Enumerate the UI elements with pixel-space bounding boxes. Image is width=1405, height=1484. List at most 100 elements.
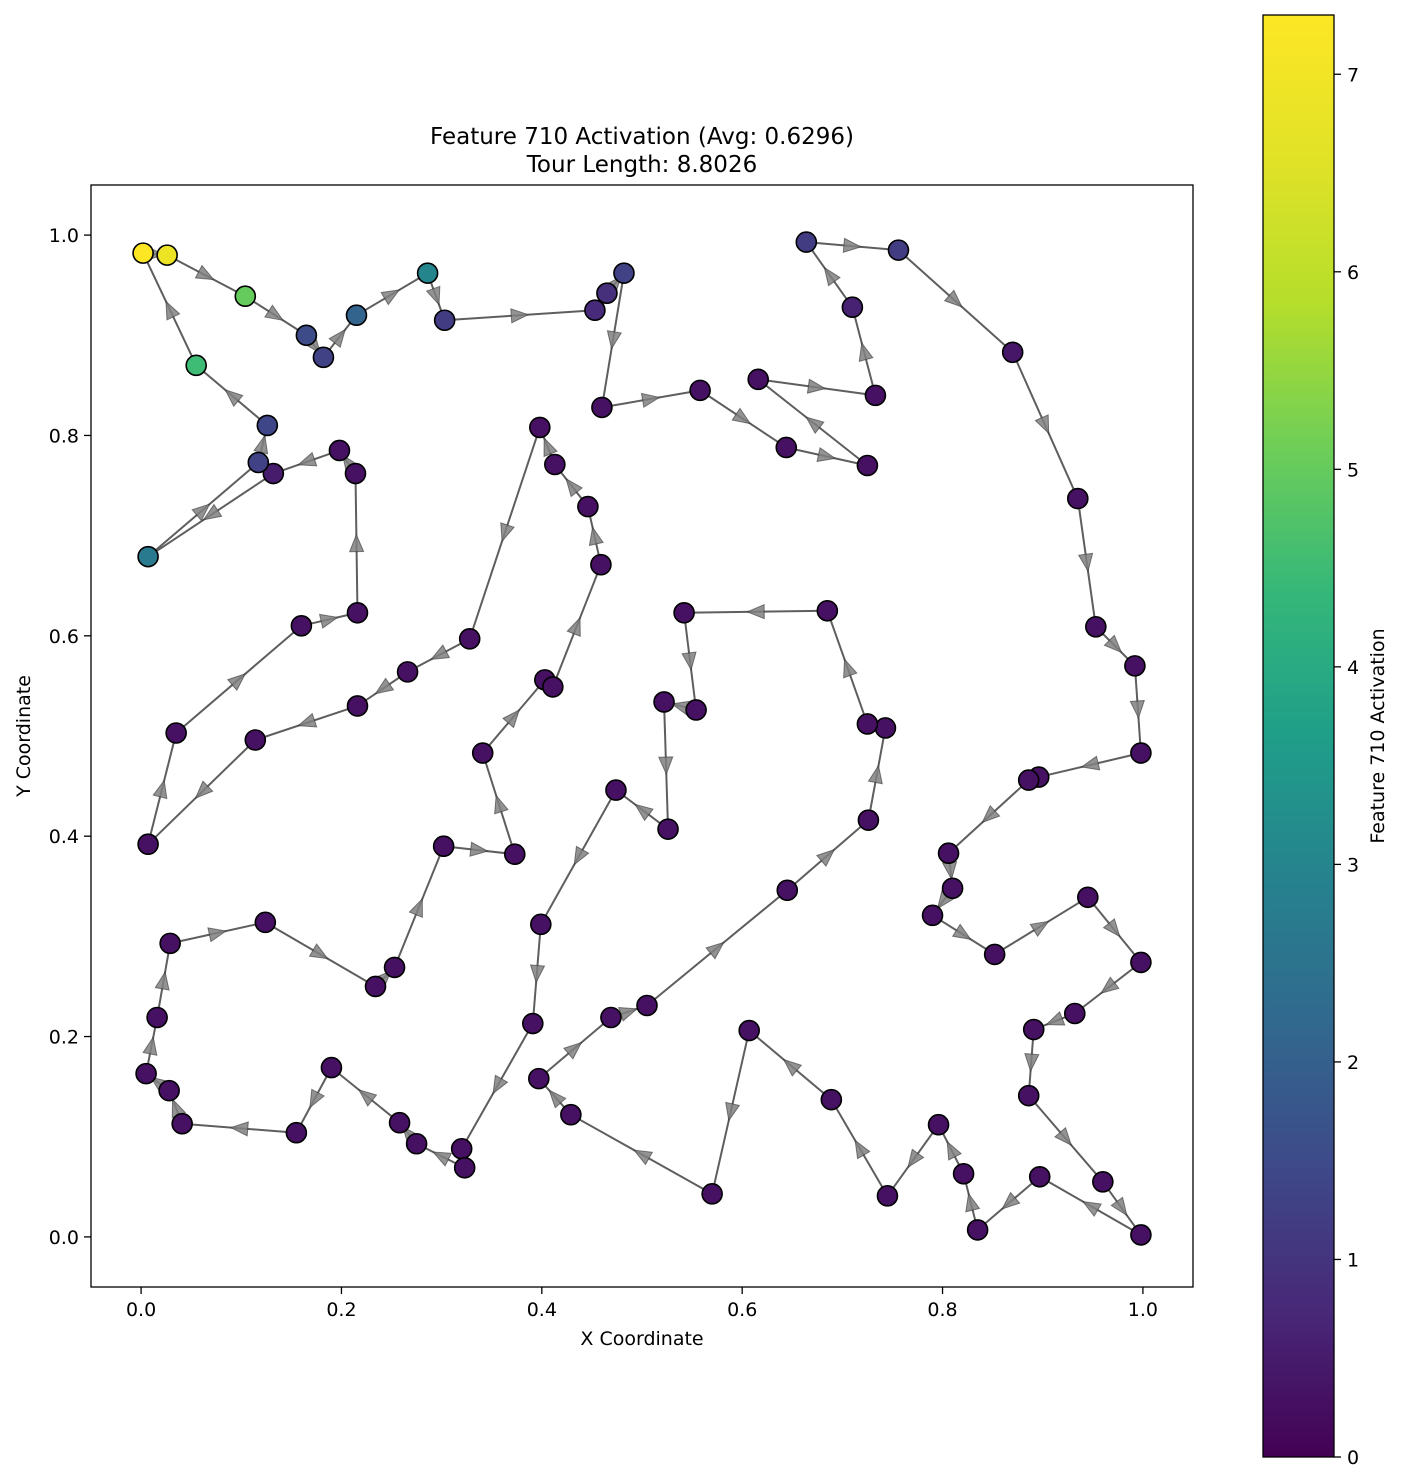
tour-node xyxy=(1017,769,1040,791)
tour-points xyxy=(132,231,1152,1246)
x-tick-label: 1.0 xyxy=(1128,1299,1158,1321)
plot-frame xyxy=(90,184,1194,1288)
tour-node xyxy=(1130,951,1152,974)
tour-node xyxy=(388,1111,411,1134)
tour-node xyxy=(657,818,679,840)
tour-node xyxy=(1092,1171,1114,1193)
tour-node xyxy=(530,913,552,936)
y-tick-label: 0.2 xyxy=(49,1027,79,1049)
tour-node xyxy=(396,661,419,683)
tour-edge-arrow xyxy=(494,794,509,815)
tour-node xyxy=(544,453,566,476)
tour-edge-arrow xyxy=(1102,917,1121,938)
tour-node xyxy=(383,956,406,979)
tour-node xyxy=(673,601,695,624)
tour-edge-arrow xyxy=(658,756,674,776)
tour-edge-arrow xyxy=(226,673,247,692)
tour-edge-arrow xyxy=(858,341,874,362)
tour-edge-arrow xyxy=(374,677,395,695)
tour-node xyxy=(137,833,159,855)
tour-node xyxy=(966,1219,989,1241)
tour-node xyxy=(983,943,1006,966)
tour-edge-arrow xyxy=(429,644,451,660)
colorbar-label: Feature 710 Activation xyxy=(1367,628,1389,843)
x-tick-label: 0.4 xyxy=(527,1299,557,1321)
tour-edge-arrow xyxy=(606,330,623,350)
tour-node xyxy=(244,729,267,751)
tour-edge-arrow xyxy=(867,764,883,785)
tour-node xyxy=(1130,742,1152,764)
tour-node xyxy=(137,545,159,568)
tour-edge-arrow xyxy=(1110,1196,1128,1217)
tour-node xyxy=(921,904,944,927)
tour-node xyxy=(450,1137,473,1160)
tour-node xyxy=(876,1185,899,1207)
tour-edge-arrow xyxy=(191,503,211,522)
tour-node xyxy=(312,346,335,369)
tour-node xyxy=(1077,886,1099,909)
tour-edge-arrow xyxy=(705,941,725,960)
tour-edge-arrow xyxy=(946,1140,963,1161)
tour-edge-arrow xyxy=(588,526,604,547)
tour-node xyxy=(857,809,880,831)
tour-edge-arrow xyxy=(1001,1191,1021,1210)
y-tick-label: 1.0 xyxy=(49,225,79,247)
tour-node xyxy=(503,843,526,866)
tour-edge-arrow xyxy=(469,841,489,857)
tour-edge-arrow xyxy=(425,285,441,306)
tour-edge-arrow xyxy=(543,436,558,458)
tour-edge-arrow xyxy=(806,378,827,394)
tour-edge-arrow xyxy=(1034,414,1050,435)
tour-node xyxy=(346,695,369,717)
tour-node xyxy=(577,495,599,518)
tour-node xyxy=(685,699,707,721)
tour-node xyxy=(937,842,960,865)
tour-node xyxy=(132,242,154,264)
tour-node xyxy=(841,296,864,319)
tour-edge-arrow xyxy=(951,923,972,941)
tour-node xyxy=(605,779,627,801)
plot-area xyxy=(91,185,1193,1287)
tour-node xyxy=(364,975,387,998)
tour-node xyxy=(820,1088,843,1111)
tour-node xyxy=(1028,1166,1051,1188)
tour-node xyxy=(1063,1002,1086,1025)
colorbar-tick-label: 7 xyxy=(1347,64,1359,86)
tour-node xyxy=(591,396,613,419)
tour-node xyxy=(171,1112,193,1135)
tour-node xyxy=(1085,616,1107,638)
tour-node xyxy=(135,1062,157,1085)
tour-edge-arrow xyxy=(431,1151,453,1167)
tour-node xyxy=(1124,655,1146,677)
tour-edge-arrow xyxy=(805,416,825,435)
tour-edge-arrow xyxy=(194,264,215,281)
tour-edges xyxy=(142,237,1146,1236)
colorbar-tick-label: 3 xyxy=(1347,854,1359,876)
y-tick-label: 0.4 xyxy=(49,826,79,848)
tour-node xyxy=(345,304,368,327)
y-tick-label: 0.0 xyxy=(49,1227,79,1249)
tour-node xyxy=(590,553,612,576)
tour-node xyxy=(738,1019,760,1042)
tour-edge-arrow xyxy=(309,1088,325,1109)
tour-node xyxy=(522,1012,544,1035)
tour-node xyxy=(816,599,839,622)
tour-node xyxy=(146,1006,168,1029)
tour-node xyxy=(432,835,455,858)
tour-edge-arrow xyxy=(1100,976,1120,994)
tour-node xyxy=(256,414,279,437)
tour-edge-arrow xyxy=(318,613,339,629)
tour-node xyxy=(262,462,285,485)
tour-edge-arrow xyxy=(1080,755,1101,771)
tour-edge-arrow xyxy=(782,1058,803,1077)
colorbar-ticks: 0 1 2 3 4 5 6 7 xyxy=(1334,64,1359,1469)
y-tick-label: 0.6 xyxy=(49,626,79,648)
tour-edge-arrow xyxy=(380,289,401,306)
tour-edge-arrow xyxy=(142,1035,158,1056)
x-tick-label: 0.6 xyxy=(727,1299,757,1321)
tour-node xyxy=(156,244,178,266)
y-tick-label: 0.8 xyxy=(49,425,79,447)
tour-node xyxy=(613,262,635,284)
tour-node xyxy=(405,1132,428,1155)
